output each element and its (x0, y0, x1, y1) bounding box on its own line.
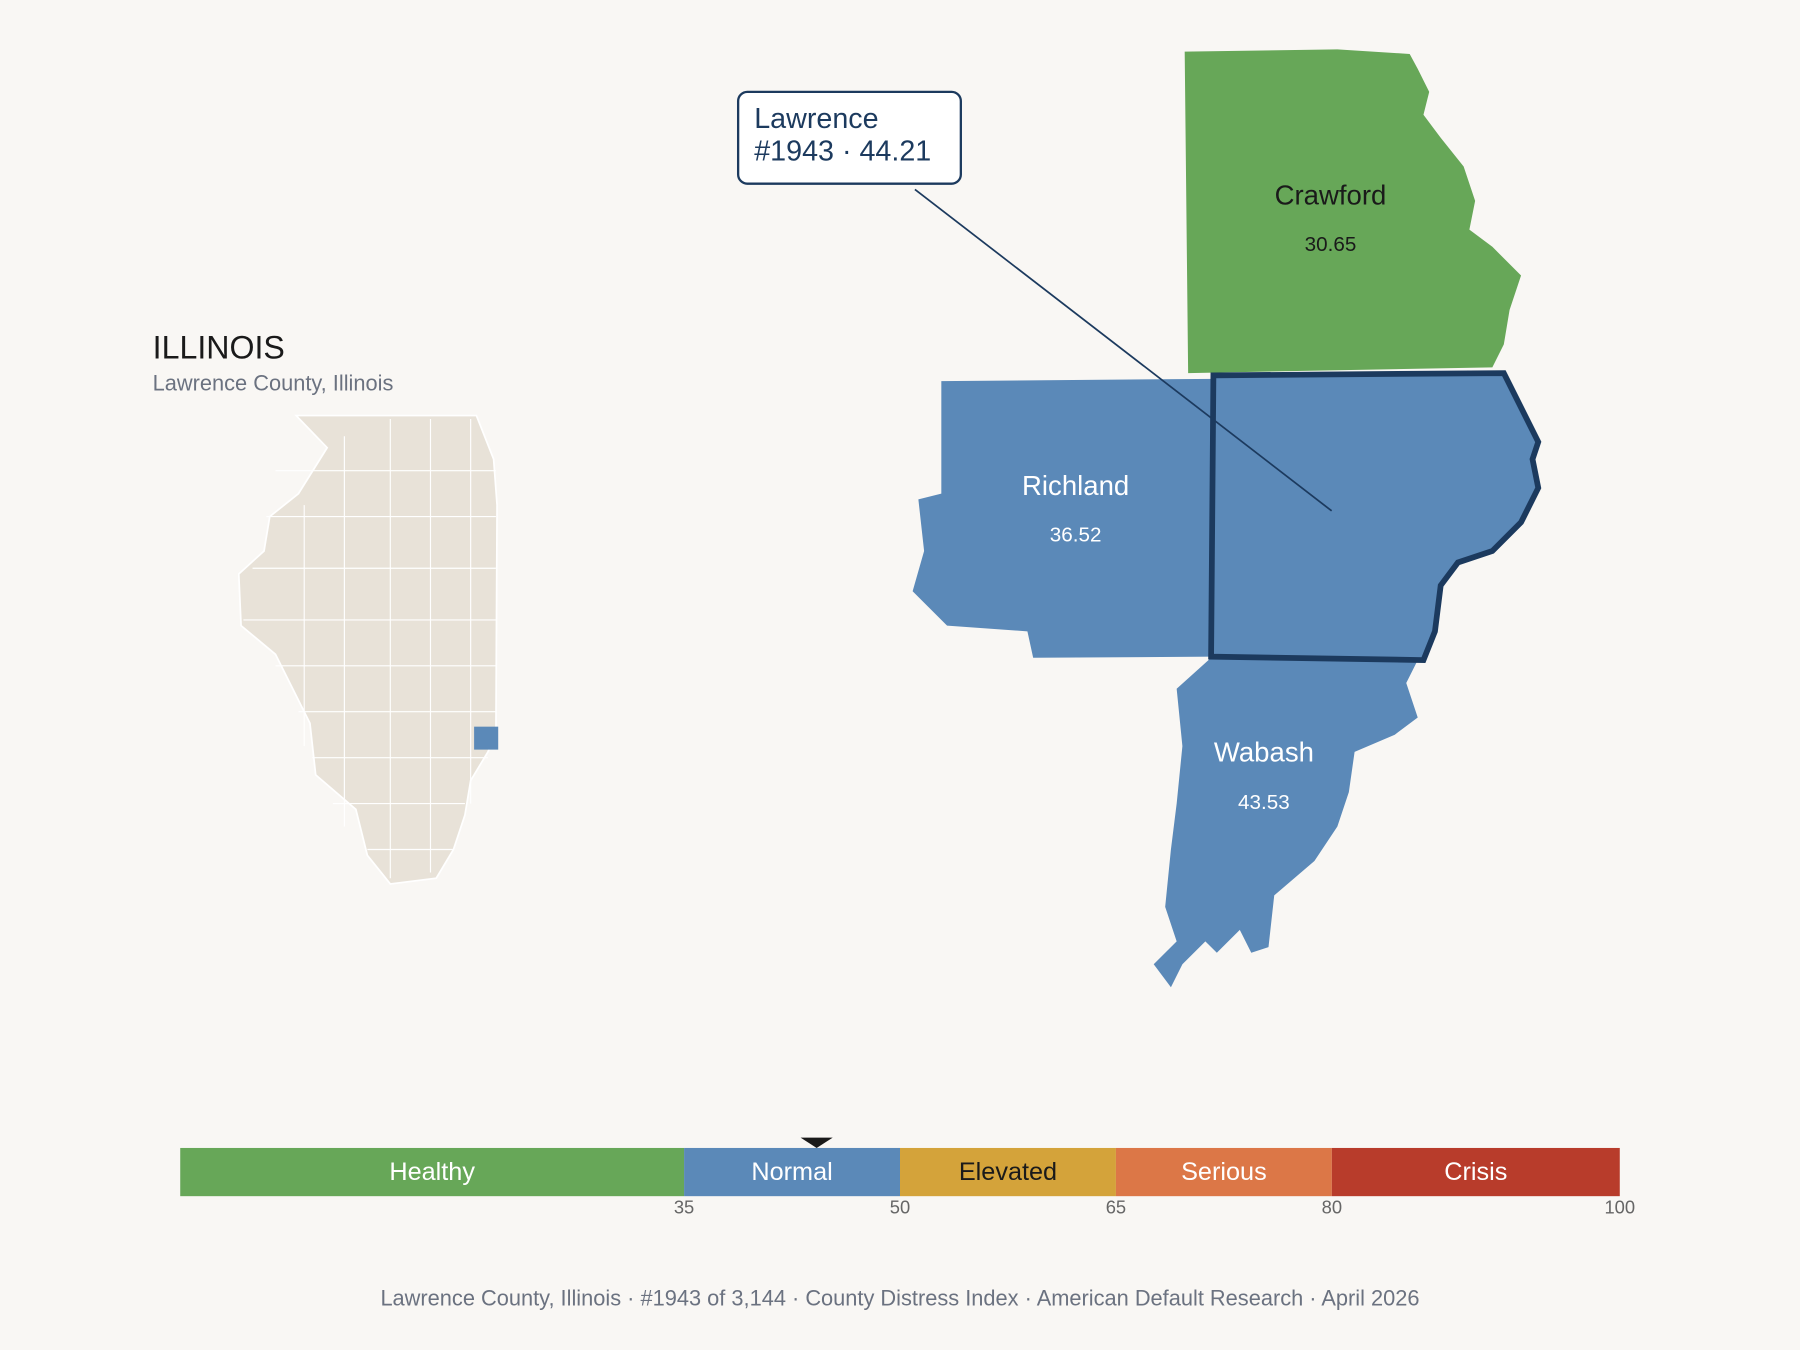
selected-county-shape[interactable] (1208, 370, 1542, 663)
callout-detail: #1943 · 44.21 (754, 135, 931, 167)
county-name: Crawford (1275, 180, 1387, 211)
county-grid (243, 419, 496, 879)
tick-label: 50 (890, 1197, 910, 1218)
county-map: Crawford 30.65 Richland 36.52 Wabash 43.… (912, 49, 1542, 988)
county-name: Richland (1022, 470, 1129, 501)
scale-band (684, 1147, 900, 1197)
state-map (237, 414, 499, 885)
band-label: Serious (1181, 1158, 1267, 1186)
callout-leader (914, 188, 1333, 512)
band-label: Normal (751, 1158, 832, 1186)
state-title: ILLINOIS (153, 330, 285, 366)
county-score: 36.52 (1050, 524, 1102, 547)
state-outline (237, 414, 498, 885)
tick-label: 65 (1106, 1197, 1126, 1218)
callout-box (736, 90, 962, 185)
footer: Lawrence County, Illinois · #1943 of 3,1… (380, 1285, 1419, 1310)
county-name: Wabash (1214, 736, 1314, 767)
tick-label: 80 (1322, 1197, 1342, 1218)
state-subtitle: Lawrence County, Illinois (153, 370, 394, 395)
county-shape[interactable] (1153, 657, 1418, 988)
county-score: 30.65 (1305, 233, 1357, 256)
scale-band (1331, 1147, 1620, 1197)
scale-marker (800, 1137, 833, 1148)
callout-name: Lawrence (754, 103, 878, 135)
band-label: Elevated (959, 1158, 1057, 1186)
band-label: Healthy (389, 1158, 475, 1186)
county-score: 43.53 (1238, 791, 1290, 814)
band-label: Crisis (1444, 1158, 1507, 1186)
tick-label: 100 (1604, 1197, 1635, 1218)
scale-band (180, 1147, 685, 1197)
tick-label: 35 (674, 1197, 694, 1218)
scale-band (900, 1147, 1116, 1197)
county-shape[interactable] (912, 378, 1215, 658)
callout: Lawrence #1943 · 44.21 (736, 90, 1333, 512)
county-shape[interactable] (1184, 49, 1522, 374)
distress-scale: Healthy Normal Elevated Serious Crisis 35 50 65… (180, 1137, 1635, 1218)
selected-county-mini (474, 726, 499, 750)
scale-band (1115, 1147, 1332, 1197)
